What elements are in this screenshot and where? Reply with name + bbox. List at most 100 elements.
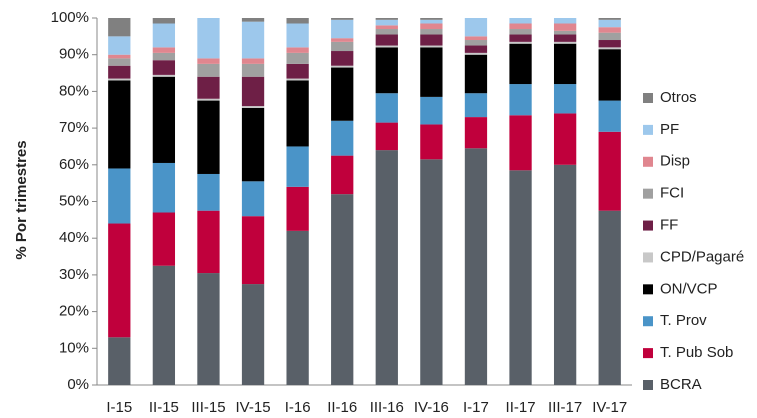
x-tick-label: II-15 (149, 399, 179, 416)
bar-segment (598, 32, 621, 41)
bar-segment (420, 19, 443, 24)
legend-swatch (643, 188, 653, 199)
bar-segment (553, 34, 577, 42)
bar-segment (509, 170, 532, 385)
bar-segment (331, 19, 354, 39)
bar-segment (331, 18, 354, 20)
bar-segment (553, 164, 577, 385)
bar-segment (598, 27, 621, 33)
bar-segment (286, 18, 309, 24)
legend-swatch (643, 93, 653, 103)
bar-segment (108, 54, 131, 59)
legend-label: Disp (660, 153, 690, 170)
y-tick-label: 90% (59, 46, 89, 63)
x-tick-label: I-16 (285, 399, 311, 416)
y-tick-label: 60% (59, 156, 89, 173)
y-tick-label: 70% (59, 119, 89, 136)
y-tick-label: 80% (59, 82, 89, 99)
bar-segment (598, 49, 621, 101)
bar-segment (464, 52, 488, 55)
bar-segment (598, 100, 621, 132)
bar-segment (197, 98, 220, 101)
bar-segment (108, 223, 131, 338)
bar-segment (331, 65, 354, 68)
bar-segment (375, 47, 398, 94)
y-tick-label: 20% (59, 303, 89, 320)
y-tick-label: 40% (59, 229, 89, 246)
bar-segment (420, 18, 443, 20)
bar-segment (152, 162, 176, 213)
bar-segment (509, 18, 532, 24)
bar-segment (197, 58, 220, 64)
bar-segment (197, 210, 220, 274)
x-tick-label: II-17 (506, 399, 536, 416)
legend-swatch (643, 380, 653, 390)
bar-segment (241, 181, 265, 217)
bar-segment (108, 80, 131, 169)
bar-segment (420, 96, 443, 125)
bar-segment (375, 150, 398, 385)
bar-segment (375, 122, 398, 151)
bar-segment (375, 19, 398, 26)
bar-segment (286, 186, 309, 231)
bar-segment (331, 51, 354, 66)
bar-segment (108, 36, 131, 55)
y-tick-label: 50% (59, 192, 89, 209)
legend-label: ON/VCP (660, 280, 718, 297)
bar-segment (375, 29, 398, 35)
legend-label: FCI (660, 185, 684, 202)
bar-segment (553, 23, 577, 31)
bar-segment (420, 159, 443, 385)
bar-segment (241, 58, 265, 64)
bar-segment (509, 34, 532, 42)
legend-swatch (643, 156, 653, 167)
bar-segment (420, 34, 443, 46)
bar-segment (108, 168, 131, 224)
bar-segment (464, 36, 488, 41)
bar-segment (420, 29, 443, 35)
bar-segment (241, 106, 265, 108)
bar-segment (553, 113, 577, 165)
bar-segment (286, 63, 309, 79)
bar-segment (241, 63, 265, 77)
bar-segment (598, 210, 621, 385)
bar-segment (108, 78, 131, 81)
bar-segment (509, 43, 532, 85)
bar-segment (152, 18, 176, 24)
bar-segment (197, 63, 220, 77)
bar-segment (553, 43, 577, 85)
legend-swatch (643, 124, 653, 135)
bar-segment (286, 23, 309, 48)
bar-segment (553, 30, 577, 35)
legend-label: T. Pub Sob (660, 344, 733, 361)
bar-segment (331, 155, 354, 195)
bar-segment (286, 52, 309, 64)
bar-segment (598, 131, 621, 211)
legend-swatch (643, 220, 653, 231)
bar-segment (108, 18, 131, 37)
bar-segment (375, 34, 398, 46)
bar-segment (598, 18, 621, 20)
bar-segment (152, 212, 176, 266)
bar-segment (464, 45, 488, 53)
bar-segment (108, 58, 131, 66)
bar-segment (553, 18, 577, 24)
legend-label: T. Prov (660, 312, 707, 329)
legend-swatch (643, 252, 653, 263)
bar-segment (197, 76, 220, 99)
bar-segment (464, 93, 488, 118)
bar-segment (464, 148, 488, 385)
x-tick-label: IV-16 (414, 399, 449, 416)
bar-segment (286, 80, 309, 147)
x-tick-label: III-17 (548, 399, 582, 416)
legend-label: BCRA (660, 376, 702, 393)
bar-segment (108, 337, 131, 385)
bar-segment (509, 115, 532, 171)
bar-segment (331, 120, 354, 156)
bar-segment (375, 93, 398, 123)
x-tick-label: II-16 (327, 399, 357, 416)
legend-label: PF (660, 121, 679, 138)
bar-segment (286, 78, 309, 81)
bar-segment (509, 41, 532, 44)
